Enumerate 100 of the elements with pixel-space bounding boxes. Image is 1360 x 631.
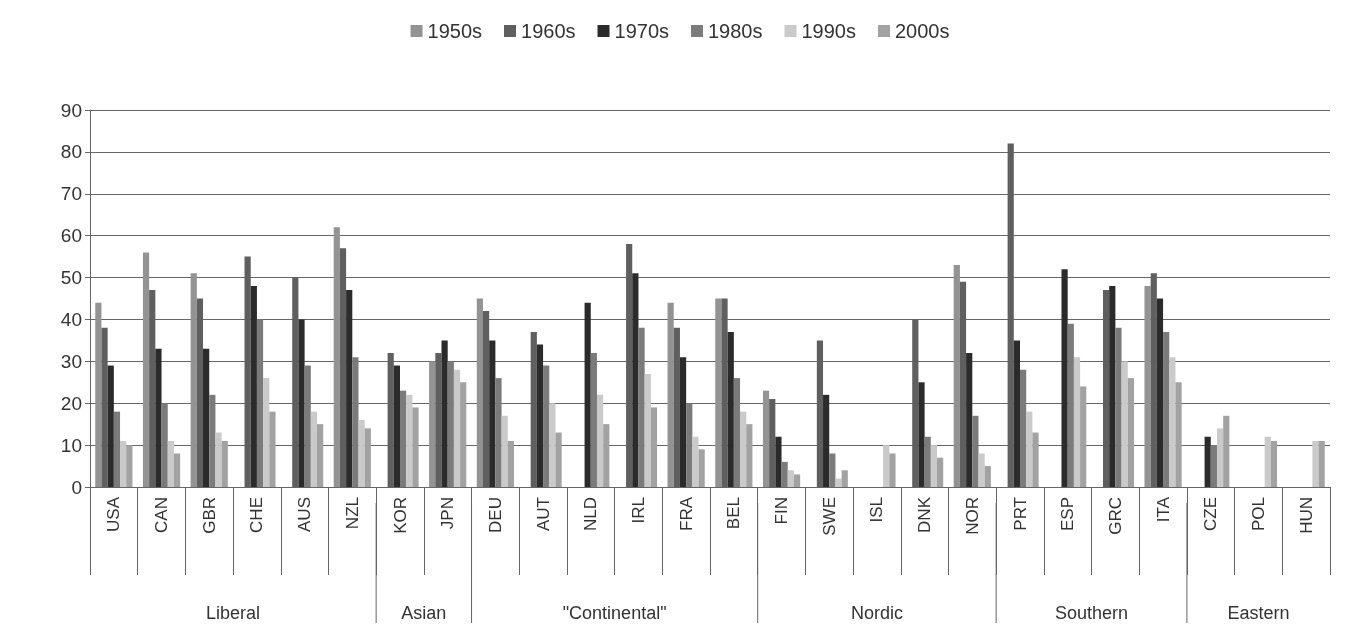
bar [489, 340, 496, 487]
bar [1270, 440, 1278, 487]
x-tick-label: FRA [676, 496, 696, 531]
bar [1127, 378, 1134, 487]
bar [715, 298, 722, 487]
bar [746, 424, 753, 487]
legend-label: 1990s [801, 20, 856, 42]
bar [632, 273, 639, 487]
bar [113, 411, 121, 487]
bar [596, 394, 604, 487]
x-tick-label: ITA [1153, 496, 1173, 523]
bar [173, 453, 181, 487]
bar [263, 378, 270, 487]
x-tick-label: GBR [199, 497, 219, 534]
bar [918, 382, 925, 487]
x-tick-label: ISL [867, 497, 887, 523]
bar [1169, 357, 1176, 487]
bar [203, 348, 210, 487]
bar [1312, 440, 1319, 487]
bar [221, 440, 228, 487]
bar [953, 264, 960, 487]
bar [966, 352, 973, 487]
bar [476, 298, 483, 487]
bar [679, 357, 687, 487]
bar [460, 382, 467, 487]
bar [549, 403, 556, 487]
bar [1210, 445, 1217, 487]
bar [924, 436, 931, 487]
x-tick-label: PRT [1010, 497, 1030, 531]
bar [215, 432, 222, 487]
bar [142, 252, 150, 487]
bar [1175, 382, 1182, 487]
bar [155, 348, 162, 487]
bar [978, 453, 985, 487]
bar [603, 424, 610, 487]
x-tick-label: DNK [915, 496, 935, 533]
text: Asian [401, 603, 447, 623]
legend-label: 1980s [708, 20, 763, 42]
bar [256, 319, 264, 487]
bar [733, 378, 741, 487]
bar [95, 302, 102, 487]
bar [584, 302, 591, 487]
bar [269, 411, 276, 487]
bar [793, 474, 801, 487]
x-tick-label: FIN [772, 497, 792, 525]
x-tick-label: AUT [533, 497, 553, 531]
text: Liberal [206, 603, 261, 623]
bar [346, 290, 353, 487]
x-tick-label: NOR [962, 497, 982, 535]
bar [304, 365, 311, 487]
bar [1216, 428, 1224, 487]
bar [120, 440, 127, 487]
y-tick-label: 70 [60, 183, 82, 205]
bar [841, 470, 848, 487]
bar [364, 428, 371, 487]
x-tick-label: SWE [819, 497, 839, 536]
x-tick-label: GRC [1105, 497, 1125, 535]
y-tick-label: 40 [60, 308, 82, 330]
bar [1121, 361, 1128, 487]
bar [590, 352, 597, 487]
x-tick-label: HUN [1296, 497, 1316, 534]
bar [126, 445, 133, 487]
bar [161, 403, 168, 487]
y-tick-label: 0 [71, 476, 82, 498]
x-tick-label: JPN [438, 497, 458, 530]
bar [393, 365, 400, 487]
bar [972, 415, 979, 487]
bar [250, 285, 257, 487]
bar [823, 394, 830, 487]
bar [190, 273, 197, 487]
bar [692, 436, 699, 487]
bar [352, 357, 359, 487]
legend-label: 1950s [427, 20, 483, 42]
bar [1115, 327, 1122, 487]
bar [1061, 269, 1068, 487]
text: Nordic [850, 603, 903, 623]
y-tick-label: 60 [60, 225, 82, 247]
x-tick-label: CZE [1201, 497, 1221, 531]
bar [937, 457, 944, 487]
x-tick-label: BEL [724, 497, 744, 530]
bar [1020, 369, 1027, 487]
text: Southern [1055, 603, 1129, 623]
bar [787, 470, 794, 487]
y-tick-label: 30 [60, 350, 82, 372]
bar [441, 340, 448, 487]
x-tick-label: KOR [390, 497, 410, 534]
bar [298, 319, 305, 487]
text: Eastern [1227, 603, 1290, 623]
bar [889, 453, 896, 487]
x-tick-label: CHE [247, 497, 267, 533]
bar [1144, 285, 1151, 487]
x-tick-label: POL [1248, 497, 1268, 532]
bar [1013, 340, 1020, 487]
bar [333, 227, 340, 487]
bar [501, 415, 508, 487]
bar [686, 403, 693, 487]
x-tick-label: NZL [342, 497, 362, 530]
bar [1223, 415, 1230, 487]
bar [775, 436, 782, 487]
bar [107, 365, 114, 487]
